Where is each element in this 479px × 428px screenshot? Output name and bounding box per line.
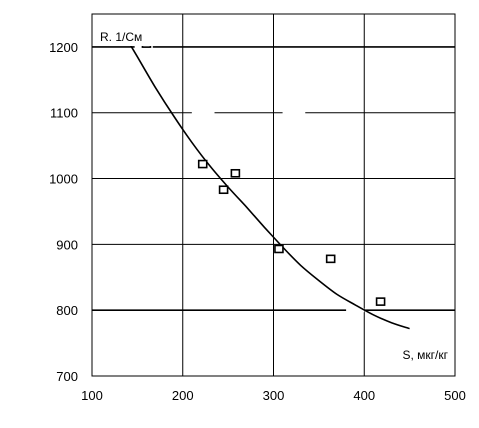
fitted-curve — [125, 37, 410, 330]
grid-gap — [282, 110, 306, 115]
x-tick-label: 200 — [172, 388, 194, 403]
grid-gap — [346, 308, 365, 313]
data-point — [274, 244, 284, 254]
xlabel-background — [370, 344, 450, 364]
y-tick-label: 700 — [56, 369, 78, 384]
ylabel-background — [96, 26, 160, 46]
y-tick-label: 900 — [56, 237, 78, 252]
x-tick-labels: 100 200 300 400 500 — [81, 388, 466, 403]
data-point — [230, 168, 241, 178]
x-axis-title: S, мкг/кг — [402, 348, 448, 362]
x-tick-label: 500 — [444, 388, 466, 403]
y-tick-label: 1000 — [49, 172, 78, 187]
y-axis-title: R. 1/См — [100, 30, 142, 44]
data-point — [375, 297, 386, 306]
x-tick-label: 100 — [81, 388, 103, 403]
y-tick-labels: 700 800 900 1000 1100 1200 — [49, 40, 78, 384]
grid-gap — [191, 110, 215, 115]
plot-frame — [91, 13, 456, 377]
y-tick-label: 1100 — [50, 106, 78, 121]
data-point — [325, 254, 336, 264]
y-tick-label: 800 — [56, 303, 78, 318]
data-point — [218, 185, 229, 195]
x-tick-label: 300 — [263, 388, 285, 403]
x-tick-label: 400 — [353, 388, 375, 403]
data-point — [197, 159, 208, 169]
y-tick-label: 1200 — [49, 40, 78, 55]
